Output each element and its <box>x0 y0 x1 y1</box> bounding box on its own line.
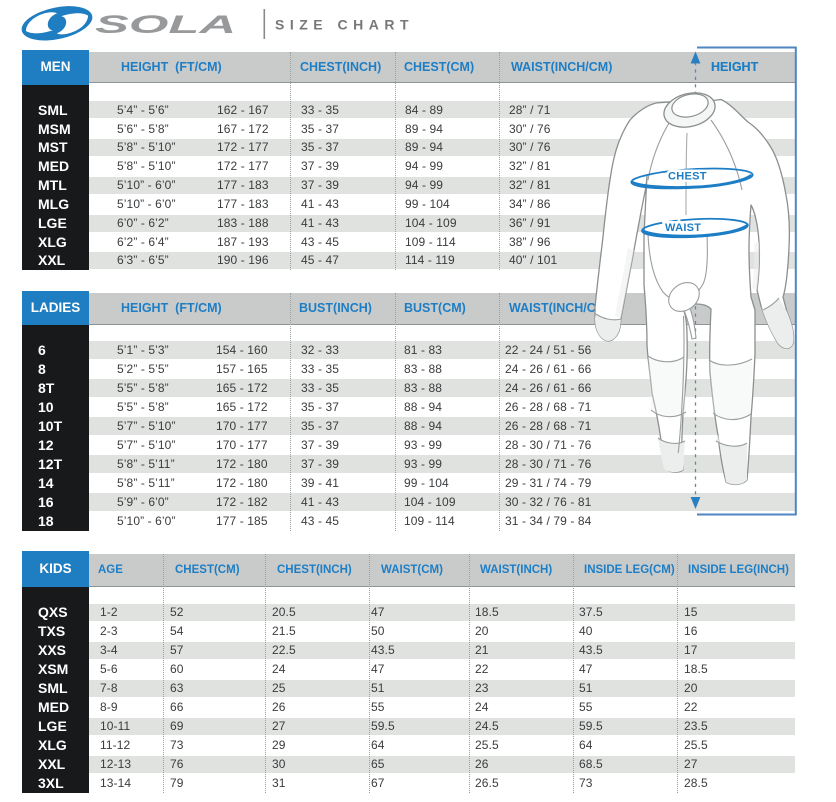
svg-text:CHEST: CHEST <box>668 171 707 183</box>
svg-text:SOLA: SOLA <box>95 11 236 39</box>
svg-text:WAIST: WAIST <box>665 222 701 234</box>
svg-text:SIZE CHART: SIZE CHART <box>275 17 414 33</box>
